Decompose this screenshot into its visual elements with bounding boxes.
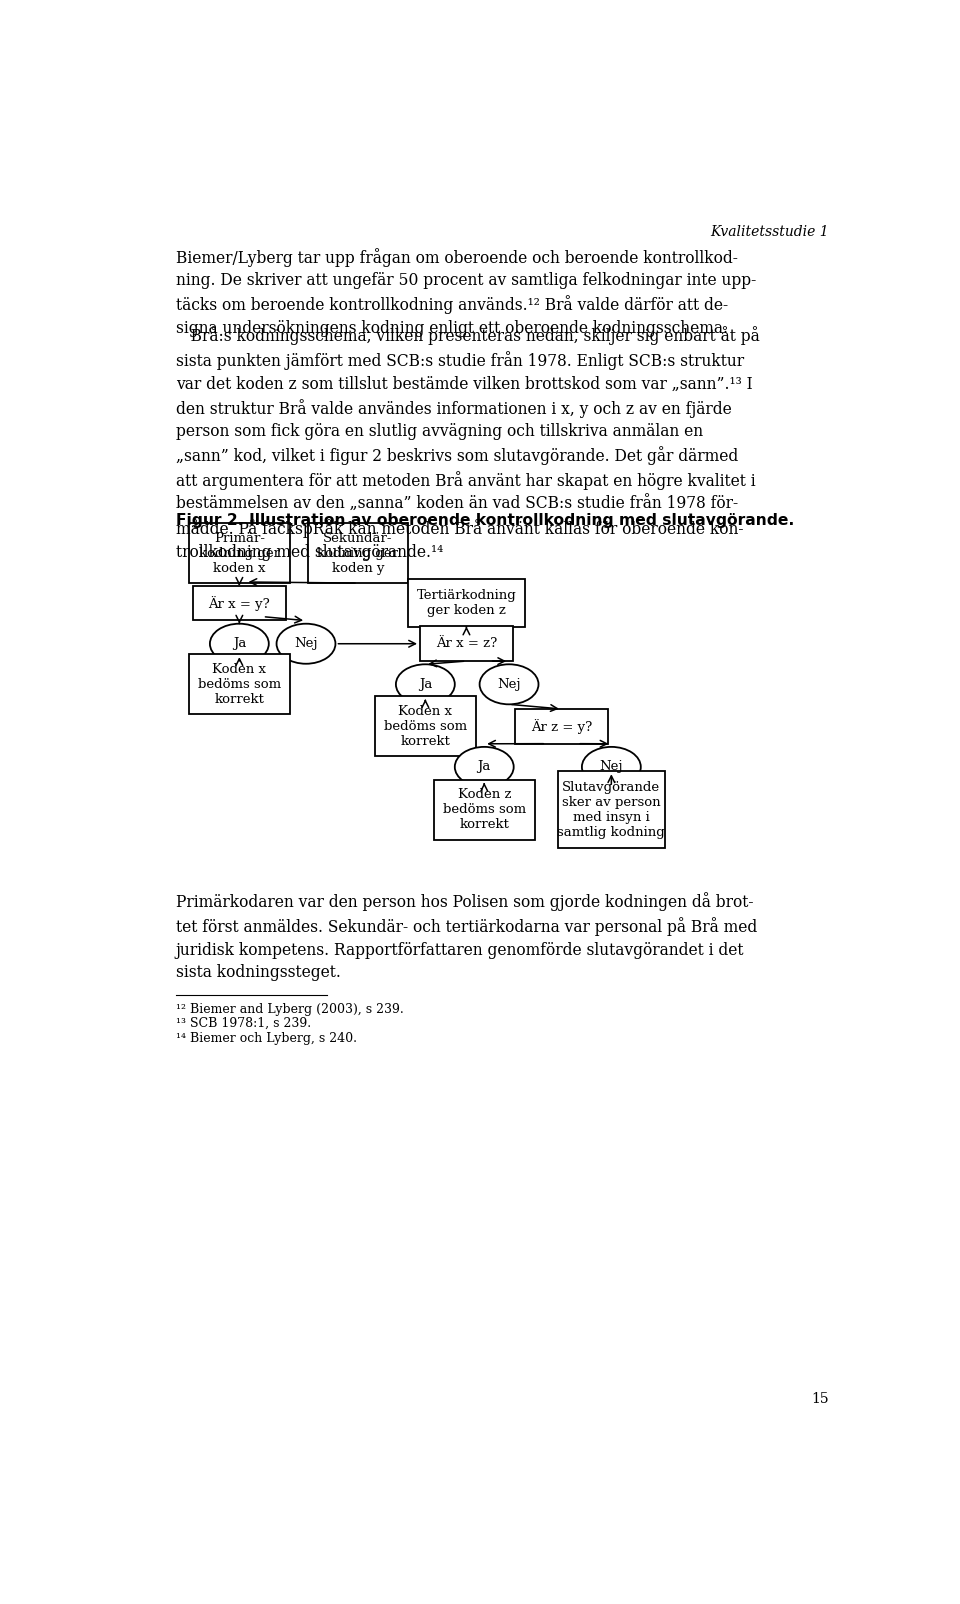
Ellipse shape	[582, 747, 641, 788]
Text: Är x = z?: Är x = z?	[436, 637, 497, 650]
Text: Primärkodaren var den person hos Polisen som gjorde kodningen då brot-
tet först: Primärkodaren var den person hos Polisen…	[176, 892, 757, 982]
Text: Ja: Ja	[477, 760, 491, 773]
Text: Slutavgörande
sker av person
med insyn i
samtlig kodning: Slutavgörande sker av person med insyn i…	[558, 781, 665, 839]
Text: ¹³ SCB 1978:1, s 239.: ¹³ SCB 1978:1, s 239.	[176, 1017, 311, 1030]
FancyBboxPatch shape	[375, 696, 476, 757]
FancyBboxPatch shape	[434, 780, 535, 840]
Text: 15: 15	[811, 1392, 829, 1407]
Text: Nej: Nej	[600, 760, 623, 773]
Text: Är z = y?: Är z = y?	[531, 719, 592, 733]
FancyBboxPatch shape	[558, 772, 665, 849]
Text: Koden z
bedöms som
korrekt: Koden z bedöms som korrekt	[443, 789, 526, 831]
Text: Brå:s kodningsschema, vilken presenteras nedan, skiljer sig enbart åt på
sista p: Brå:s kodningsschema, vilken presenteras…	[176, 326, 759, 561]
Ellipse shape	[210, 624, 269, 664]
Text: ¹² Biemer and Lyberg (2003), s 239.: ¹² Biemer and Lyberg (2003), s 239.	[176, 1002, 403, 1015]
Text: Ja: Ja	[232, 637, 246, 650]
FancyBboxPatch shape	[307, 523, 408, 584]
Ellipse shape	[276, 624, 335, 664]
Text: Tertiärkodning
ger koden z: Tertiärkodning ger koden z	[417, 589, 516, 618]
Text: Koden x
bedöms som
korrekt: Koden x bedöms som korrekt	[198, 662, 281, 706]
Ellipse shape	[396, 664, 455, 704]
Text: Nej: Nej	[497, 678, 521, 691]
Text: Ja: Ja	[419, 678, 432, 691]
Ellipse shape	[480, 664, 539, 704]
Text: Är x = y?: Är x = y?	[208, 595, 270, 611]
Ellipse shape	[455, 747, 514, 788]
Text: Biemer/Lyberg tar upp frågan om oberoende och beroende kontrollkod-
ning. De skr: Biemer/Lyberg tar upp frågan om oberoend…	[176, 249, 756, 337]
Text: Nej: Nej	[294, 637, 318, 650]
FancyBboxPatch shape	[420, 627, 513, 661]
Text: Koden x
bedöms som
korrekt: Koden x bedöms som korrekt	[384, 704, 467, 747]
Text: ¹⁴ Biemer och Lyberg, s 240.: ¹⁴ Biemer och Lyberg, s 240.	[176, 1031, 357, 1044]
FancyBboxPatch shape	[189, 523, 290, 584]
FancyBboxPatch shape	[189, 654, 290, 714]
FancyBboxPatch shape	[516, 709, 609, 744]
Text: Kvalitetsstudie 1: Kvalitetsstudie 1	[710, 225, 829, 239]
Text: Sekundär-
kodning ger
koden y: Sekundär- kodning ger koden y	[318, 531, 398, 574]
Text: Primär-
kodning ger
koden x: Primär- kodning ger koden x	[199, 531, 280, 574]
Text: Figur 2. Illustration av oberoende kontrollkodning med slutavgörande.: Figur 2. Illustration av oberoende kontr…	[176, 513, 794, 528]
FancyBboxPatch shape	[408, 579, 525, 627]
FancyBboxPatch shape	[193, 585, 286, 621]
